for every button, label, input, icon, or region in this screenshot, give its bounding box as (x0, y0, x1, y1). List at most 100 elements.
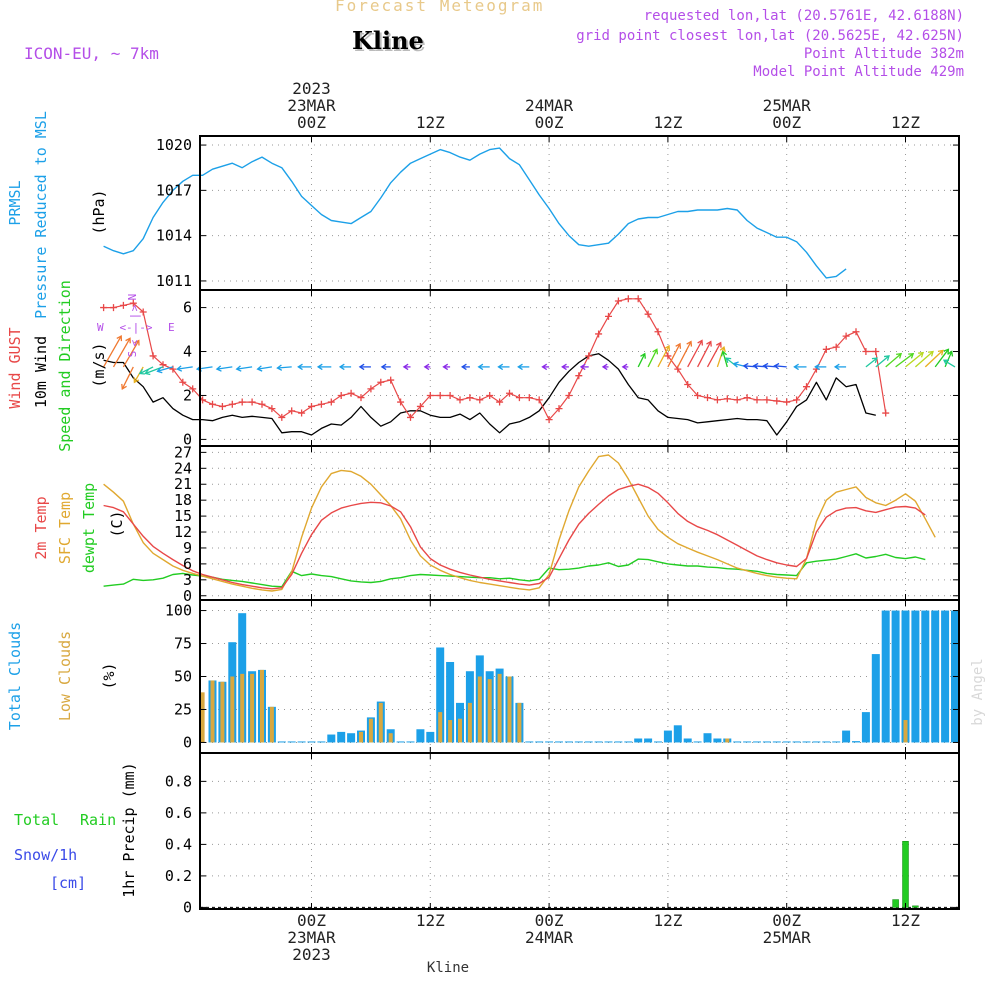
sfc-temp-label: SFC Temp (56, 492, 74, 564)
gust-marker (624, 295, 632, 303)
temp-ytick-label: 15 (174, 507, 192, 525)
wind-vector-head (380, 363, 387, 371)
total-cloud-bar (347, 733, 356, 743)
temp-ytick-label: 27 (174, 443, 192, 461)
top-time-label: 00Z (535, 113, 564, 132)
gust-marker (387, 376, 395, 384)
precip-ytick-label: 0.2 (165, 867, 192, 885)
gust-marker (743, 394, 751, 402)
top-time-label: 25MAR (763, 96, 812, 115)
gust-marker (506, 389, 513, 397)
gust-marker (337, 391, 345, 399)
gust-marker (684, 380, 692, 388)
total-cloud-bar (693, 741, 702, 743)
clouds-ytick-label: 50 (174, 668, 192, 686)
gust-marker (842, 332, 850, 340)
requested-coords: requested lon,lat (20.5761E, 42.6188N) (643, 8, 964, 24)
total-cloud-bar (624, 741, 633, 743)
total-cloud-bar (634, 738, 643, 743)
compass-ns-bar: | (128, 313, 141, 320)
gust-marker (713, 396, 721, 404)
low-cloud-bar (458, 718, 462, 743)
compass-east: E (168, 321, 175, 334)
total-cloud-bar (931, 610, 940, 743)
wind-vector-head (752, 362, 759, 370)
wind-vector (216, 366, 233, 370)
total-cloud-bar (891, 610, 900, 743)
bottom-time-label: 23MAR (287, 928, 336, 947)
total-cloud-bar (772, 741, 781, 743)
gust-marker (555, 405, 563, 413)
gust-marker (288, 407, 296, 415)
gust-marker (169, 365, 177, 373)
gust-marker (783, 398, 791, 406)
total-cloud-bar (852, 741, 860, 743)
data-layer (100, 147, 959, 908)
gust-marker (129, 299, 137, 307)
wind-vector-head (652, 348, 659, 355)
total-cloud-bar (743, 741, 752, 743)
wind-vector (924, 349, 944, 368)
wind-vector (885, 353, 902, 368)
wind-vector-head (358, 363, 365, 371)
wind-vector (774, 365, 787, 368)
wind-vector-head (814, 363, 820, 371)
total-cloud-bar (406, 741, 415, 743)
gust-marker (397, 398, 405, 406)
total-cloud-bar (663, 730, 672, 743)
wind-vector-head (742, 362, 749, 370)
pressure-ytick-label: 1017 (156, 181, 192, 199)
low-cloud-label: Low Clouds (56, 631, 74, 721)
wind-vector (657, 345, 670, 368)
wind-unit-label: (m/s) (90, 342, 108, 387)
bottom-time-label: 00Z (297, 911, 326, 930)
low-cloud-bar (240, 673, 245, 743)
gust-marker (347, 389, 355, 397)
precip-ytick-label: 0.4 (165, 835, 192, 853)
cloud-unit-label: (%) (100, 662, 118, 689)
clouds-ytick-label: 0 (183, 733, 192, 751)
gust-marker (862, 348, 870, 356)
bottom-time-label: 12Z (653, 911, 682, 930)
wind-vector-head (943, 348, 950, 355)
gust-marker (486, 391, 494, 399)
wind-vector-head (937, 349, 944, 356)
wind-vector (934, 348, 949, 368)
total-cloud-bar (802, 741, 811, 743)
wind-vector (697, 341, 712, 368)
gust-marker (298, 409, 306, 417)
wind-vector-head (942, 359, 950, 366)
wind-vector (177, 366, 193, 370)
gust-marker (278, 413, 286, 421)
bottom-time-label: 12Z (891, 911, 920, 930)
gust-marker (456, 396, 464, 404)
bottom-time-label: 25MAR (763, 928, 812, 947)
precip-ytick-label: 0.8 (165, 772, 192, 790)
wind-vector-head (176, 365, 183, 372)
t2m-label: 2m Temp (32, 496, 50, 559)
wind-vector-head (579, 363, 586, 371)
clouds-ytick-label: 100 (165, 602, 192, 620)
gust-marker (149, 352, 157, 360)
panel-frame-wind (199, 289, 960, 447)
wind-vector-head (156, 367, 163, 374)
wind-vector (687, 340, 703, 368)
wind-ytick-label: 0 (183, 430, 192, 448)
wind-vector-head (442, 363, 449, 371)
wind-vector (667, 343, 681, 368)
gust-marker (595, 330, 603, 338)
gust-marker (723, 395, 731, 403)
gust-marker (367, 385, 375, 393)
wind-vector-head (762, 362, 769, 370)
gust-marker (238, 398, 246, 406)
total-cloud-bar (654, 741, 662, 743)
gust-marker (317, 400, 325, 408)
panel-frame-clouds (199, 599, 960, 754)
wind-vector-head (497, 363, 504, 371)
gust-marker (377, 378, 385, 386)
wind-vector-head (256, 365, 263, 372)
temp-ytick-label: 0 (183, 587, 192, 605)
total-cloud-bar (446, 661, 455, 743)
wind-vector (763, 365, 777, 368)
